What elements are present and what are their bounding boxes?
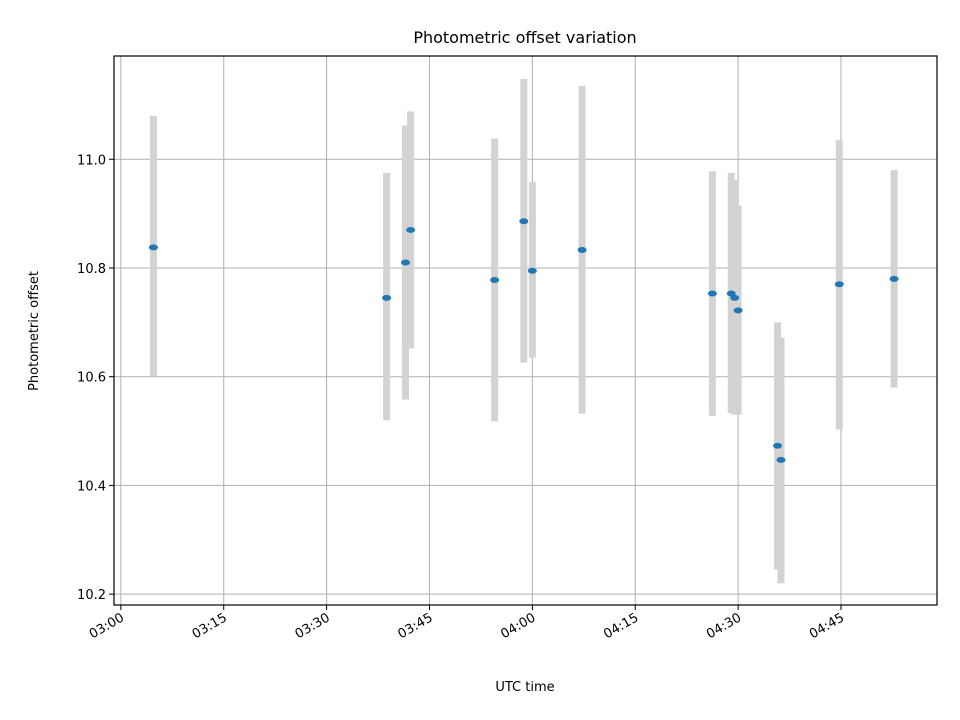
data-point: [400, 259, 410, 266]
data-point: [577, 247, 587, 254]
data-point: [773, 442, 783, 449]
data-point: [148, 244, 158, 251]
y-tick-label: 10.8: [77, 262, 106, 277]
y-tick-label: 10.6: [77, 371, 106, 386]
y-axis-label: Photometric offset: [27, 271, 42, 391]
data-point: [382, 294, 392, 301]
data-point: [527, 267, 537, 274]
data-point: [406, 226, 416, 233]
data-point: [889, 275, 899, 282]
data-point: [707, 290, 717, 297]
data-point: [834, 281, 844, 288]
y-axis-ticks: 10.2 10.4 10.6 10.8 11.0: [77, 153, 114, 603]
data-point: [519, 218, 529, 225]
data-point: [490, 276, 500, 283]
x-axis-label: UTC time: [495, 680, 554, 695]
y-tick-label: 11.0: [77, 153, 106, 168]
plot-area-frame: [113, 55, 938, 606]
data-point: [733, 307, 743, 314]
chart-title: Photometric offset variation: [413, 28, 636, 47]
data-point: [730, 294, 740, 301]
data-points: [148, 218, 899, 463]
data-point: [776, 456, 786, 463]
y-tick-label: 10.4: [77, 479, 106, 494]
y-tick-label: 10.2: [77, 588, 106, 603]
